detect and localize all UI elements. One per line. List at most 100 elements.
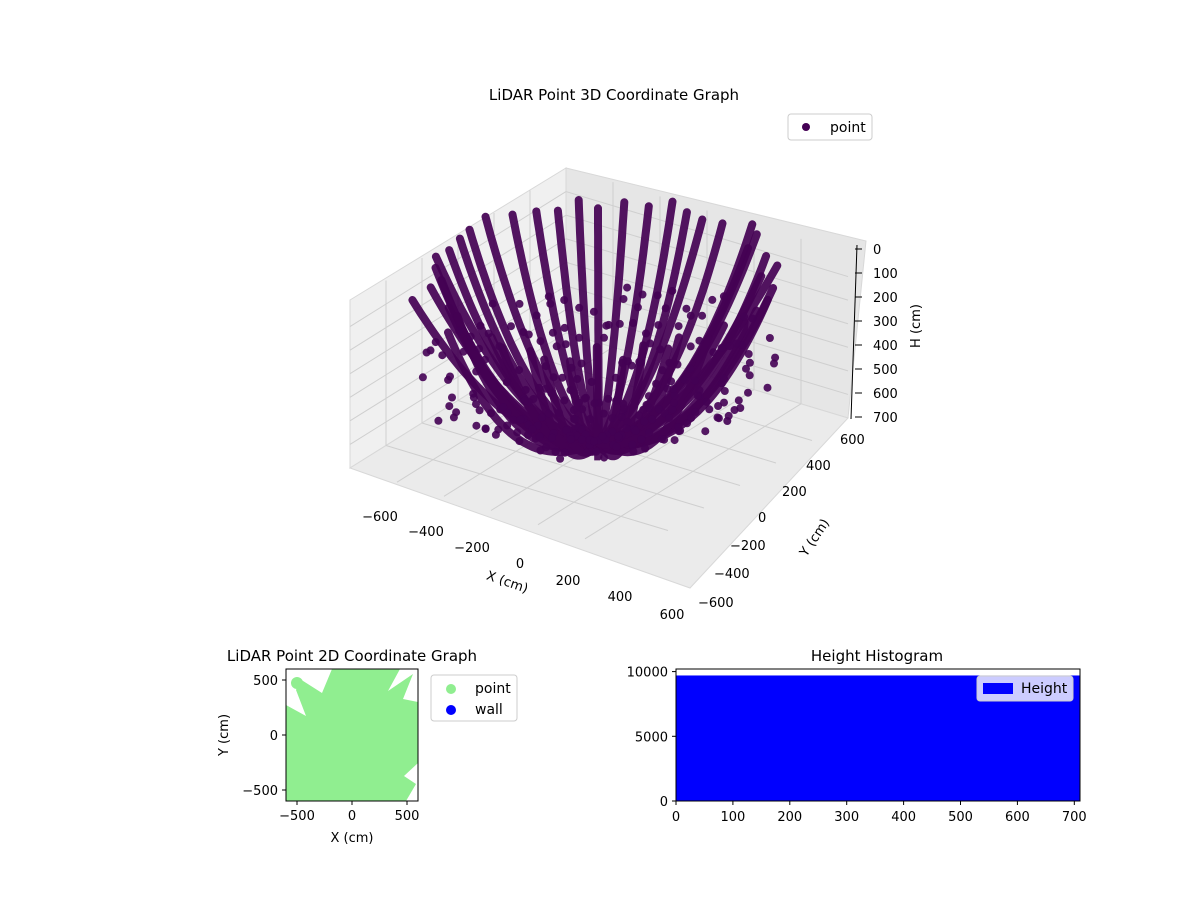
point-dot — [670, 391, 679, 400]
x-tick-label-hist: 600 — [1005, 810, 1030, 825]
z-axis-line — [850, 244, 858, 420]
point-dot — [418, 373, 427, 382]
point-dot — [587, 378, 596, 386]
point-dot — [669, 385, 678, 393]
point-cloud-2d — [286, 669, 418, 801]
point-dot — [481, 425, 490, 433]
y-axis-label-2d: Y (cm) — [217, 714, 232, 757]
legend-3d-label-point: point — [830, 120, 866, 136]
point-dot — [720, 374, 729, 383]
point-dot — [652, 379, 661, 388]
plot-frame-histogram — [675, 668, 1081, 802]
point-dot — [686, 342, 695, 351]
point-dot — [642, 329, 650, 338]
point-dot — [558, 373, 567, 382]
y-tick-label-hist: 10000 — [627, 666, 668, 681]
point-dot — [682, 304, 691, 313]
point-dot — [515, 366, 524, 375]
point-dot — [668, 405, 677, 414]
point-dot — [566, 386, 575, 395]
point-dot — [532, 311, 541, 320]
y-tick-label: −600 — [698, 596, 734, 611]
point-dot — [654, 405, 663, 414]
z-axis: 0 100 200 300 400 500 600 700 H (cm) — [850, 243, 924, 426]
point-dot — [555, 408, 563, 417]
point-dot — [577, 435, 586, 444]
point-dot — [698, 311, 707, 320]
y-tick-label: 600 — [840, 433, 865, 448]
legend-2d-label-wall: wall — [475, 702, 503, 718]
point-cloud-3d — [408, 196, 782, 463]
point-dot — [566, 435, 575, 444]
z-tick-label: 0 — [873, 243, 881, 258]
point-dot — [645, 428, 654, 437]
point-dot — [617, 413, 626, 421]
point-dot — [658, 366, 667, 375]
point-dot — [748, 314, 757, 323]
x-tick-label: 0 — [516, 557, 524, 572]
point-dot — [765, 334, 774, 342]
point-dot — [717, 344, 726, 352]
point-dot — [503, 408, 512, 417]
legend-3d-marker-point — [802, 123, 810, 131]
point-dot — [515, 437, 524, 446]
point-dot — [434, 416, 443, 425]
point-dot — [645, 404, 654, 412]
x-axis-label-2d: X (cm) — [331, 831, 374, 846]
point-dot — [648, 415, 657, 424]
z-tick-label: 400 — [873, 339, 898, 354]
point-dot — [499, 403, 508, 412]
point-dot — [507, 322, 515, 331]
point-dot — [628, 440, 637, 449]
point-dot — [513, 428, 522, 437]
point-dot — [663, 384, 672, 393]
point-dot — [516, 415, 525, 424]
z-tick-label: 500 — [873, 363, 898, 378]
point-dot — [653, 291, 662, 300]
point-dot — [695, 336, 704, 345]
point-dot — [541, 384, 550, 393]
point-dot — [484, 329, 493, 338]
x-tick-label-hist: 700 — [1062, 810, 1087, 825]
legend-histogram-label: Height — [1021, 681, 1068, 697]
point-dot — [680, 375, 689, 384]
grid-line — [385, 445, 669, 531]
point-dot — [660, 435, 669, 444]
point-dot — [560, 448, 569, 457]
point-dot — [708, 295, 717, 304]
x-tick-label: −600 — [362, 510, 398, 525]
point-dot — [571, 415, 579, 424]
point-dot — [494, 425, 503, 434]
x-axis-label: X (cm) — [484, 569, 530, 597]
point-dot — [487, 409, 495, 418]
point-blob-2d — [291, 677, 303, 689]
point-dot — [661, 304, 670, 313]
point-dot — [668, 286, 677, 295]
legend-histogram-frame — [976, 675, 1074, 702]
point-dot — [763, 383, 772, 392]
y-tick-label: 400 — [806, 459, 831, 474]
point-dot — [536, 337, 545, 346]
point-dot — [665, 414, 674, 423]
x-tick-label-hist: 300 — [834, 810, 859, 825]
x-axis: −600 −400 −200 0 200 400 600 X (cm) — [362, 510, 684, 623]
histogram-title: Height Histogram — [811, 647, 943, 665]
point-dot — [635, 411, 643, 420]
point-dot — [519, 328, 528, 336]
y-tick-label: −400 — [714, 567, 750, 582]
point-dot — [475, 406, 484, 415]
point-dot — [644, 392, 653, 401]
point-dot — [608, 414, 617, 422]
point-dot — [599, 409, 608, 418]
point-dot — [734, 396, 743, 405]
legend-3d: point — [787, 113, 873, 141]
point-dot — [724, 411, 733, 420]
chart-3d: LiDAR Point 3D Coordinate Graph 0 100 200 3… — [348, 86, 924, 623]
point-dot — [544, 292, 553, 301]
point-dot — [619, 295, 628, 303]
point-dot — [732, 339, 741, 348]
z-tick-label: 100 — [873, 267, 898, 282]
point-dot — [598, 432, 607, 441]
point-dot — [742, 364, 750, 373]
point-dot — [612, 442, 621, 451]
